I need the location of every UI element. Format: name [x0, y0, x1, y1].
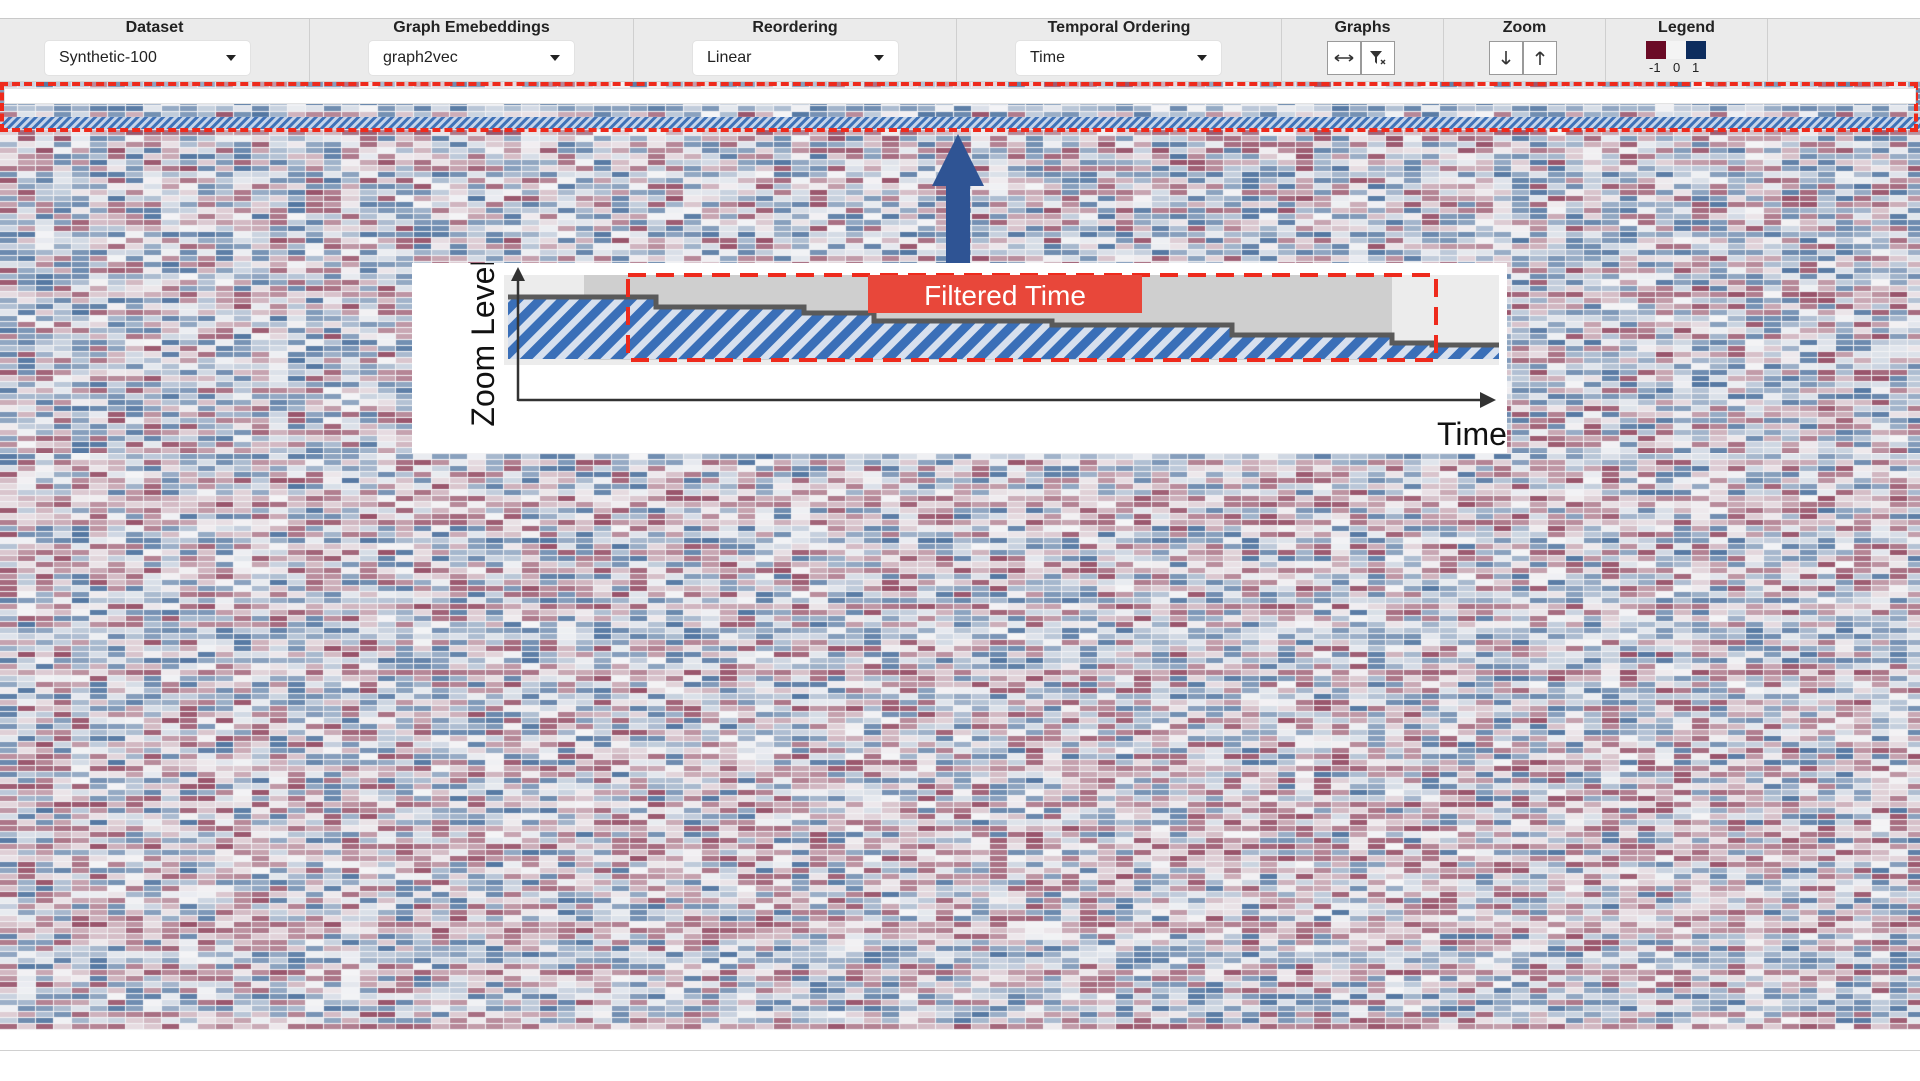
temporal-group: Temporal Ordering Time — [957, 19, 1282, 81]
zoom-level-inset: Filtered Time Zoom Level Time — [412, 259, 1507, 453]
reordering-label: Reordering — [752, 19, 838, 36]
status-bar — [0, 1050, 1920, 1081]
embeddings-select[interactable]: graph2vec — [369, 41, 574, 75]
graphs-group: Graphs — [1282, 19, 1444, 81]
temporal-label: Temporal Ordering — [1047, 19, 1191, 36]
filtered-time-highlight — [0, 82, 1918, 132]
x-axis-arrowhead — [1480, 392, 1496, 408]
dataset-group: Dataset Synthetic-100 — [0, 19, 310, 81]
dataset-value: Synthetic-100 — [59, 49, 157, 66]
legend-tick-zero: 0 — [1673, 60, 1681, 75]
arrow-down-icon — [1501, 51, 1511, 65]
temporal-value: Time — [1030, 49, 1065, 66]
embeddings-group: Graph Emebeddings graph2vec — [310, 19, 634, 81]
chevron-down-icon — [874, 55, 884, 61]
reordering-value: Linear — [707, 49, 752, 66]
filter-icon — [1370, 51, 1386, 65]
temporal-select[interactable]: Time — [1016, 41, 1221, 75]
legend-tick-neg: -1 — [1649, 60, 1661, 75]
expand-horizontal-button[interactable] — [1327, 41, 1361, 75]
legend-group: Legend -1 0 1 — [1606, 19, 1768, 81]
chevron-down-icon — [1197, 55, 1207, 61]
zoom-label: Zoom — [1502, 19, 1547, 36]
zoom-steps-outline — [508, 294, 1499, 348]
filter-button[interactable] — [1361, 41, 1395, 75]
embeddings-label: Graph Emebeddings — [393, 19, 550, 36]
legend-tick-pos: 1 — [1692, 60, 1700, 75]
legend-swatch-negative — [1646, 41, 1666, 59]
reordering-group: Reordering Linear — [634, 19, 957, 81]
timeline-track[interactable] — [4, 88, 1916, 104]
zoom-in-button[interactable] — [1523, 41, 1557, 75]
zoom-level-chart: Filtered Time Zoom Level Time — [465, 259, 1507, 452]
chevron-down-icon — [550, 55, 560, 61]
zoom-group: Zoom — [1444, 19, 1606, 81]
dataset-label: Dataset — [125, 19, 184, 36]
toolbar: Dataset Synthetic-100 Graph Emebeddings … — [0, 18, 1920, 82]
selected-time-strip — [0, 117, 1920, 129]
dataset-select[interactable]: Synthetic-100 — [45, 41, 250, 75]
arrow-up-icon — [1535, 51, 1545, 65]
legend-swatch-zero — [1666, 41, 1686, 59]
legend-swatch-positive — [1686, 41, 1706, 59]
reordering-select[interactable]: Linear — [693, 41, 898, 75]
x-axis-label: Time — [1437, 416, 1507, 452]
expand-horizontal-icon — [1334, 54, 1354, 62]
arrow-up-icon — [932, 134, 984, 266]
zoom-steps — [508, 297, 1499, 359]
embeddings-value: graph2vec — [383, 49, 458, 66]
graphs-label: Graphs — [1334, 19, 1391, 36]
filtered-time-label: Filtered Time — [924, 280, 1086, 311]
zoom-out-button[interactable] — [1489, 41, 1523, 75]
y-axis-arrowhead — [511, 267, 525, 281]
filtered-time-badge — [868, 275, 1142, 313]
chevron-down-icon — [226, 55, 236, 61]
y-axis-label: Zoom Level — [465, 263, 501, 427]
legend-label: Legend — [1658, 19, 1715, 36]
